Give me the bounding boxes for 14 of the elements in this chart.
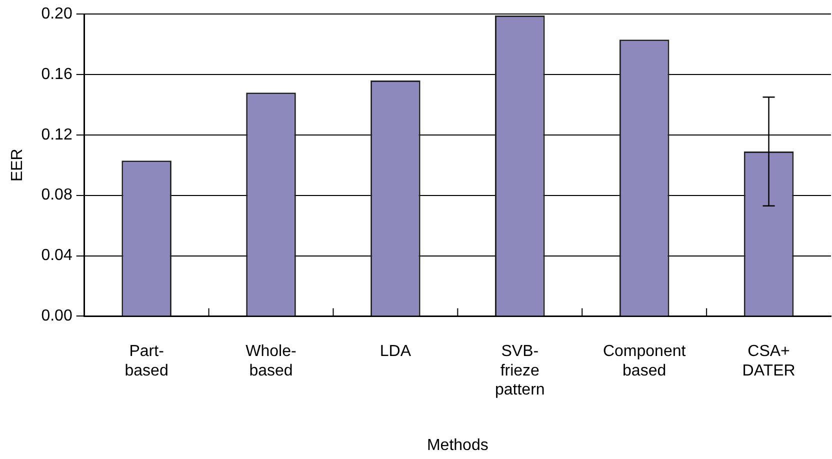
y-tick-label: 0.04	[41, 247, 72, 264]
x-tick-label: CSA+DATER	[742, 343, 796, 380]
y-tick-label: 0.16	[41, 66, 72, 83]
y-tick-label: 0.12	[41, 126, 72, 144]
y-axis-title: EER	[9, 148, 26, 182]
x-tick-label: Component based	[602, 343, 686, 380]
x-tick-label: SVB-frieze pattern	[494, 343, 545, 399]
x-tick-label: Whole-based	[246, 343, 296, 380]
y-tick-label: 0.20	[41, 5, 72, 22]
x-axis-title: Methods	[426, 436, 488, 454]
x-tick-label: LDA	[380, 343, 412, 360]
x-tick-label: Part-based	[124, 343, 168, 380]
y-tick-label: 0.08	[41, 186, 72, 204]
y-tick-label: 0.00	[41, 308, 72, 325]
